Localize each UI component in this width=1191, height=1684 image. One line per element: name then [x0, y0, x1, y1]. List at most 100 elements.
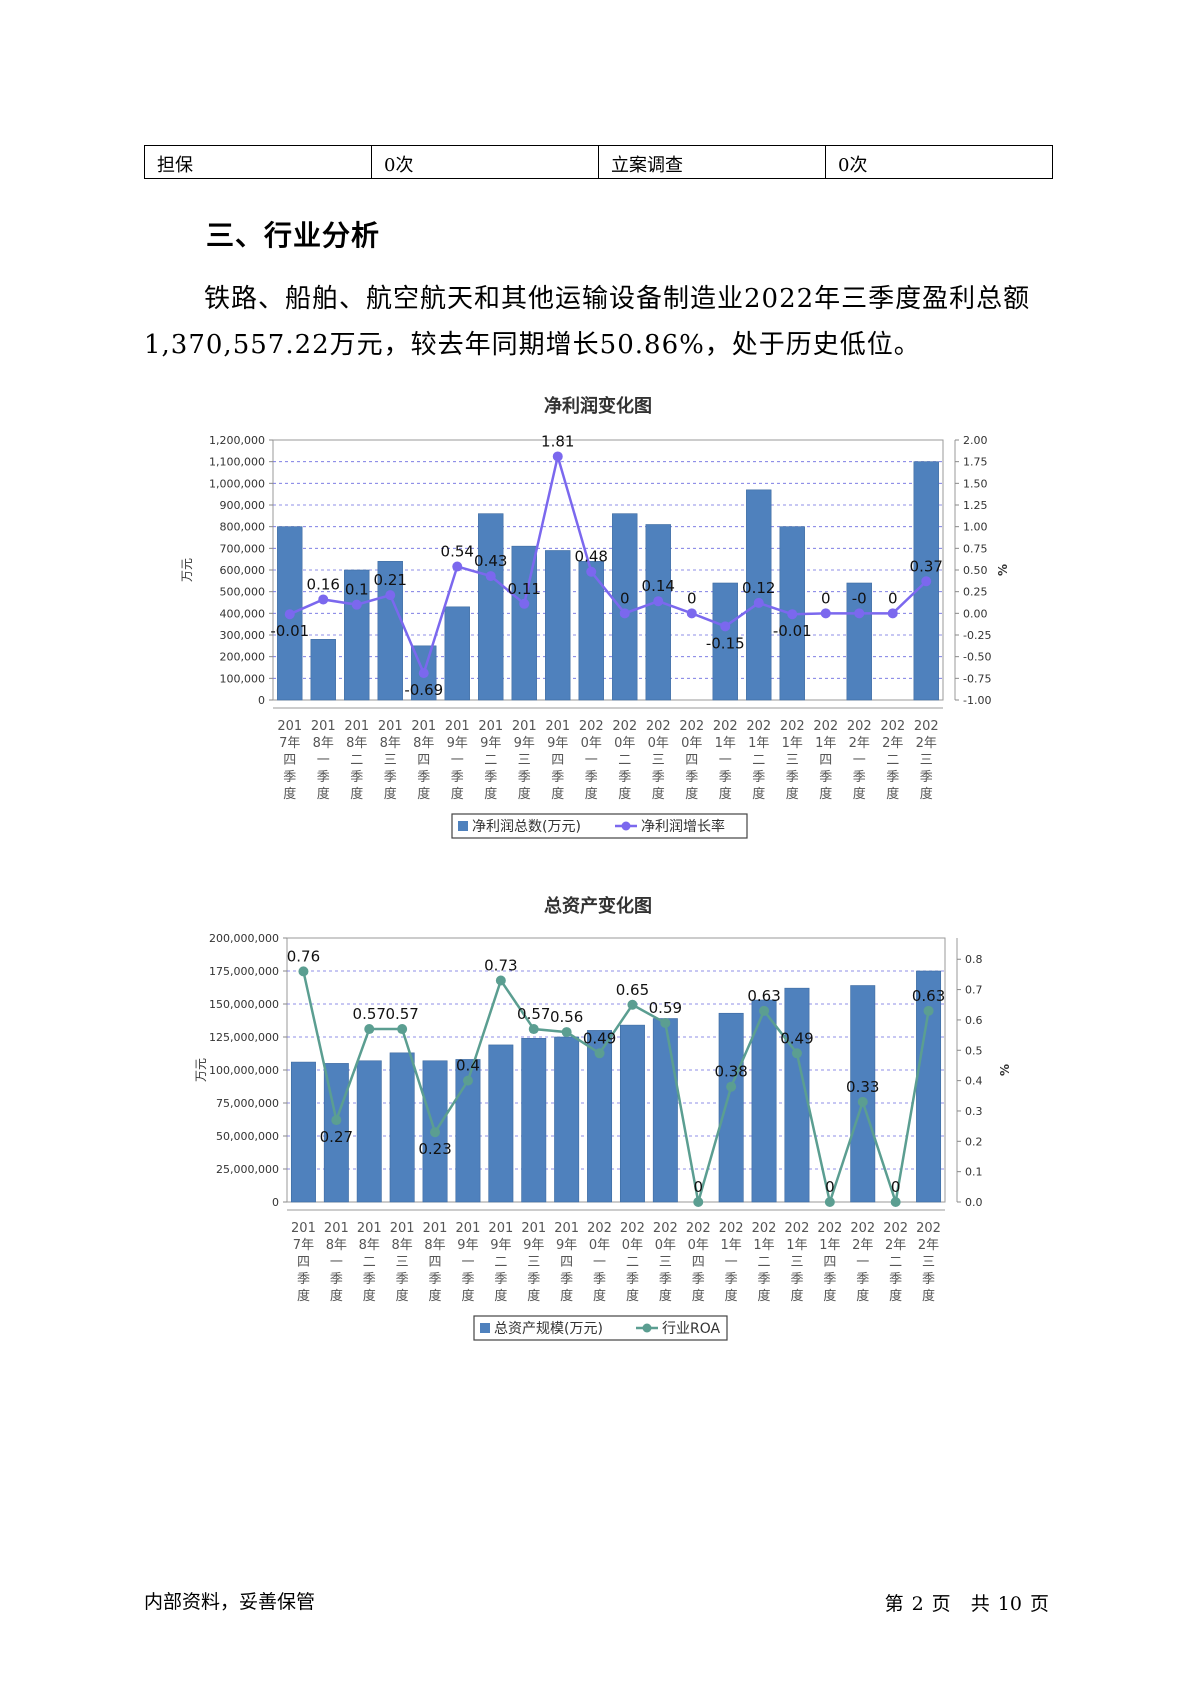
bar	[488, 1044, 514, 1203]
x-tick-label: 202 2年二季度	[880, 719, 905, 802]
chart-title: 总资产变化图	[544, 895, 652, 917]
bar	[554, 1036, 580, 1203]
y2-tick-label: 0.25	[963, 586, 988, 599]
data-label: 0.56	[550, 1008, 583, 1026]
line-point	[495, 975, 506, 986]
data-label: 0.49	[583, 1029, 616, 1047]
data-label: 0.43	[474, 552, 507, 570]
y2-tick-label: 0.3	[965, 1105, 983, 1118]
line-point	[586, 566, 597, 577]
line-point	[890, 1197, 901, 1207]
data-label: 0.57	[517, 1005, 550, 1023]
line-point	[759, 1005, 770, 1016]
x-tick-label: 202 0年二季度	[620, 1221, 645, 1304]
line-point	[418, 668, 429, 679]
y2-tick-label: 2.00	[963, 434, 988, 447]
y2-tick-label: 0.5	[965, 1044, 983, 1057]
legend-label: 行业ROA	[662, 1321, 721, 1337]
data-label: 0.65	[616, 981, 649, 999]
y-tick-label: 25,000,000	[216, 1163, 279, 1176]
line-point	[519, 598, 530, 609]
y-tick-label: 700,000	[220, 542, 266, 555]
x-tick-label: 201 8年三季度	[390, 1221, 415, 1304]
table-cell: 立案调查	[598, 145, 826, 179]
line-point	[627, 999, 638, 1010]
y-tick-label: 100,000	[220, 672, 266, 685]
data-label: 0.37	[910, 557, 943, 575]
info-table: 担保 0次 立案调查 0次	[144, 145, 1053, 179]
x-tick-label: 201 7年四季度	[291, 1221, 316, 1304]
y2-tick-label: 1.25	[963, 499, 988, 512]
table-cell: 0次	[371, 145, 599, 179]
line-point	[485, 571, 496, 582]
y2-tick-label: -1.00	[963, 694, 991, 707]
line-point	[364, 1024, 375, 1035]
y-tick-label: 125,000,000	[209, 1031, 279, 1044]
y-tick-label: 400,000	[220, 607, 266, 620]
x-tick-label: 202 1年二季度	[752, 1221, 777, 1304]
x-tick-label: 202 1年四季度	[813, 719, 838, 802]
y-tick-label: 0	[272, 1196, 279, 1209]
total-label: 页	[1029, 1593, 1049, 1615]
y-axis-title: 万元	[180, 558, 194, 582]
x-tick-label: 202 2年三季度	[916, 1221, 941, 1304]
footer-confidential: 内部资料，妥善保管	[144, 1591, 316, 1613]
bar	[850, 985, 876, 1203]
data-label: 0.59	[649, 999, 682, 1017]
x-tick-label: 202 0年一季度	[587, 1221, 612, 1304]
data-label: 0	[821, 589, 831, 607]
line-point	[430, 1127, 441, 1138]
legend-box	[473, 1315, 728, 1341]
x-tick-label: 202 1年一季度	[719, 1221, 744, 1304]
y-tick-label: 200,000,000	[209, 932, 279, 945]
x-tick-label: 201 9年一季度	[456, 1221, 481, 1304]
data-label: 0	[620, 589, 630, 607]
data-label: 0.27	[320, 1128, 353, 1146]
data-label: 0.21	[374, 571, 407, 589]
line-point	[653, 596, 664, 607]
x-tick-label: 202 1年二季度	[746, 719, 771, 802]
x-tick-label: 201 9年三季度	[512, 719, 537, 802]
bar	[356, 1060, 382, 1203]
data-label: -0.15	[706, 634, 745, 652]
bar	[545, 550, 571, 701]
y-tick-label: 0	[258, 694, 265, 707]
line-point	[331, 1115, 342, 1126]
data-label: -0	[852, 589, 867, 607]
line-point	[854, 608, 865, 619]
x-tick-label: 202 0年四季度	[679, 719, 704, 802]
y2-tick-label: 0.1	[965, 1166, 983, 1179]
legend-box	[451, 813, 748, 839]
y-tick-label: 600,000	[220, 564, 266, 577]
bar	[846, 582, 872, 701]
bar	[712, 582, 738, 701]
line-point	[298, 966, 309, 977]
line-point	[720, 621, 731, 632]
y2-tick-label: 0.75	[963, 542, 988, 555]
line-point	[619, 608, 630, 619]
table-cell: 0次	[825, 145, 1053, 179]
bar	[290, 1061, 316, 1203]
x-tick-label: 202 2年三季度	[914, 719, 939, 802]
line-point	[686, 608, 697, 619]
bar	[652, 1018, 678, 1203]
y-tick-label: 500,000	[220, 586, 266, 599]
line-point	[660, 1017, 671, 1028]
bar	[619, 1024, 645, 1203]
x-tick-label: 202 0年三季度	[646, 719, 671, 802]
line-point	[452, 561, 463, 572]
bar	[751, 999, 777, 1203]
x-tick-label: 202 1年三季度	[785, 1221, 810, 1304]
x-tick-label: 201 8年一季度	[311, 719, 336, 802]
y2-tick-label: -0.50	[963, 651, 991, 664]
line-point	[791, 1048, 802, 1059]
data-label: 0.11	[508, 580, 541, 598]
data-label: 0.48	[575, 548, 608, 566]
bar	[612, 513, 638, 701]
y2-tick-label: 0.50	[963, 564, 988, 577]
line-point	[887, 608, 898, 619]
net-profit-chart: 净利润变化图 0 100,000 200,000 300,000 400,000 500,0…	[180, 395, 1010, 839]
y-tick-label: 800,000	[220, 521, 266, 534]
y-tick-label: 75,000,000	[216, 1097, 279, 1110]
